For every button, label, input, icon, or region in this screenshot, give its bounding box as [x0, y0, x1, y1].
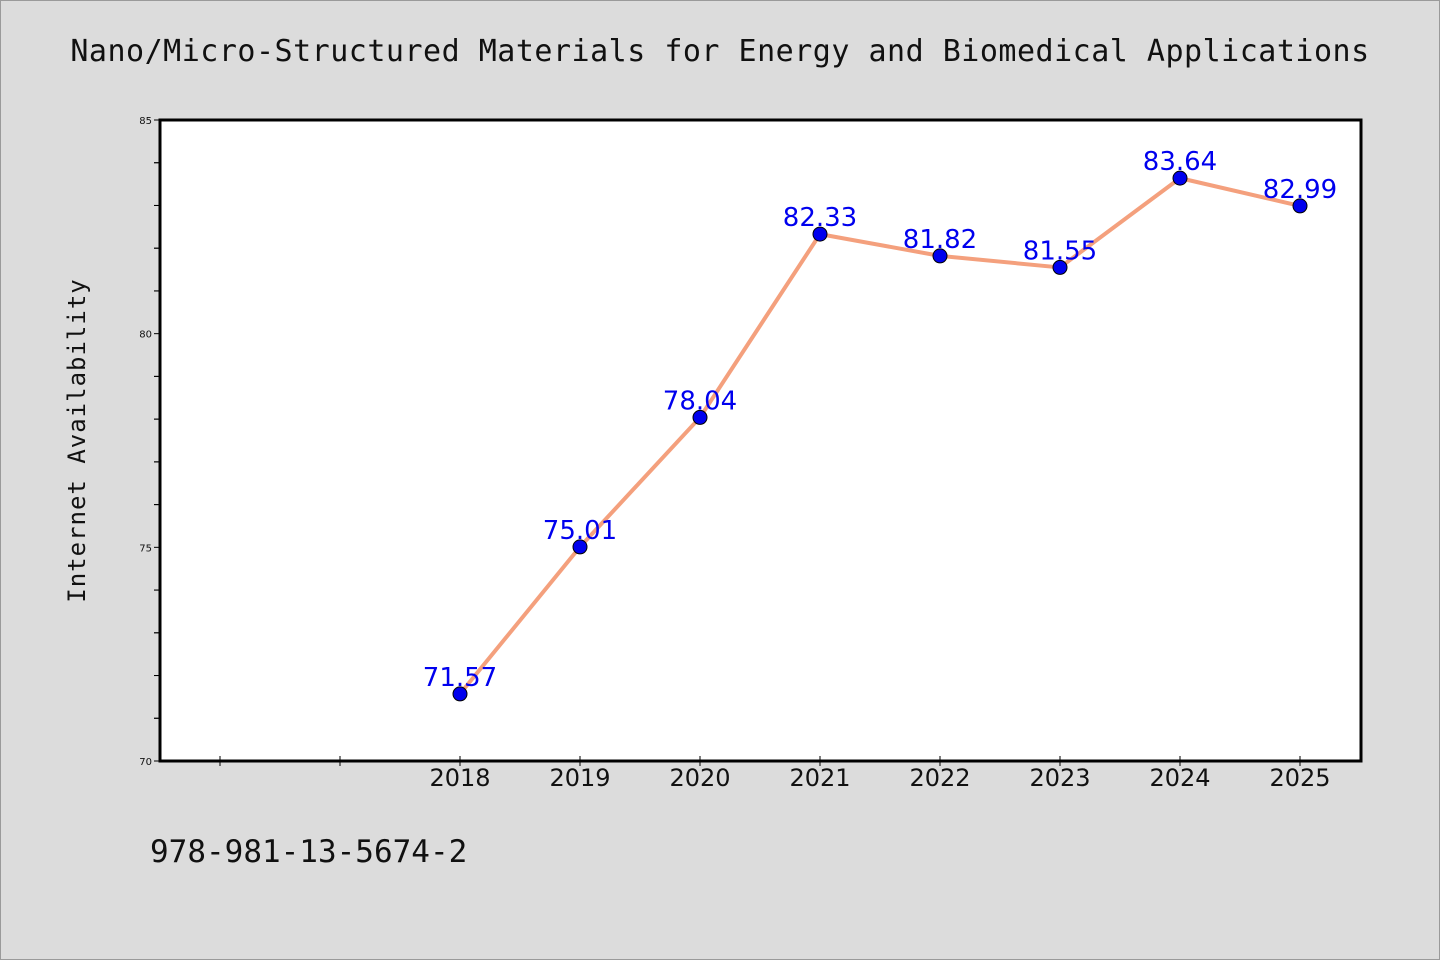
x-tick-label: 2018 — [429, 764, 490, 792]
y-tick-label: 75 — [139, 543, 152, 554]
data-point — [572, 539, 588, 555]
data-label: 82.33 — [783, 203, 857, 233]
x-tick-label: 2024 — [1149, 764, 1210, 792]
data-point — [1292, 198, 1308, 214]
data-point — [692, 409, 708, 425]
x-axis: 2018 2019 2020 2021 2022 2023 2024 2025 — [219, 756, 1331, 792]
chart-title: Nano/Micro-Structured Materials for Ener… — [70, 34, 1370, 69]
data-label: 83.64 — [1143, 147, 1217, 177]
data-label: 71.57 — [423, 663, 497, 693]
data-point — [452, 686, 468, 702]
x-tick-label: 2019 — [549, 764, 610, 792]
isbn-text: 978-981-13-5674-2 — [150, 834, 468, 870]
data-point — [1172, 170, 1188, 186]
markers-group — [452, 170, 1308, 702]
data-label: 81.55 — [1023, 236, 1097, 266]
x-tick-label: 2022 — [909, 764, 970, 792]
x-tick-label: 2023 — [1029, 764, 1090, 792]
x-tick-label: 2020 — [669, 764, 730, 792]
data-point — [812, 226, 828, 242]
x-tick-label: 2025 — [1269, 764, 1330, 792]
plot-area — [158, 118, 1363, 763]
data-label: 78.04 — [663, 386, 737, 416]
y-tick-label: 80 — [139, 330, 152, 341]
data-point — [1052, 259, 1068, 275]
y-axis: 70 75 80 85 — [139, 116, 160, 768]
series-line — [458, 176, 1301, 696]
data-label: 82.99 — [1263, 175, 1337, 205]
y-tick-label: 70 — [139, 757, 152, 768]
x-tick-label: 2021 — [789, 764, 850, 792]
data-label: 75.01 — [543, 516, 617, 546]
y-axis-label: Internet Availability — [63, 278, 91, 602]
data-labels-group: 71.57 75.01 78.04 82.33 81.82 81.55 83.64 82.99 — [423, 147, 1337, 693]
data-label: 81.82 — [903, 225, 977, 255]
y-tick-label: 85 — [139, 116, 152, 127]
series-line-group — [458, 176, 1301, 696]
data-point — [932, 248, 948, 264]
